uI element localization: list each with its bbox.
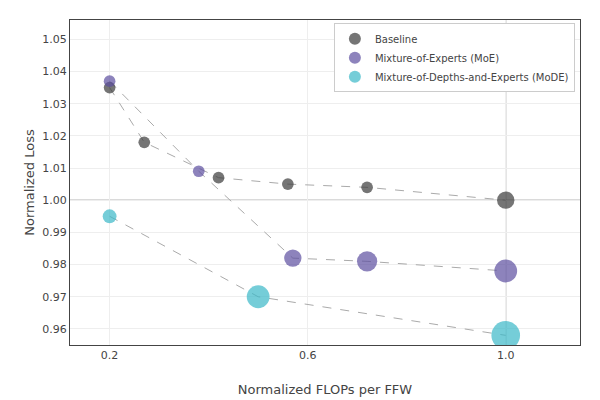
svg-text:0.99: 0.99 [42,226,67,239]
svg-text:Mixture-of-Depths-and-Experts: Mixture-of-Depths-and-Experts (MoDE) [375,72,569,83]
svg-text:1.03: 1.03 [42,98,67,111]
svg-text:0.98: 0.98 [42,258,67,271]
svg-text:0.6: 0.6 [299,349,317,362]
svg-text:Normalized Loss: Normalized Loss [22,129,37,236]
svg-text:1.00: 1.00 [42,194,67,207]
svg-text:1.04: 1.04 [42,65,67,78]
svg-text:Mixture-of-Experts (MoE): Mixture-of-Experts (MoE) [375,53,499,64]
svg-text:0.2: 0.2 [101,349,119,362]
svg-text:1.05: 1.05 [42,33,67,46]
svg-text:0.97: 0.97 [42,291,67,304]
svg-text:1.0: 1.0 [497,349,514,362]
svg-text:0.96: 0.96 [42,323,67,336]
svg-text:Normalized FLOPs per FFW: Normalized FLOPs per FFW [238,382,413,397]
svg-text:Baseline: Baseline [375,34,417,45]
svg-text:1.02: 1.02 [42,130,67,143]
svg-text:1.01: 1.01 [42,162,67,175]
